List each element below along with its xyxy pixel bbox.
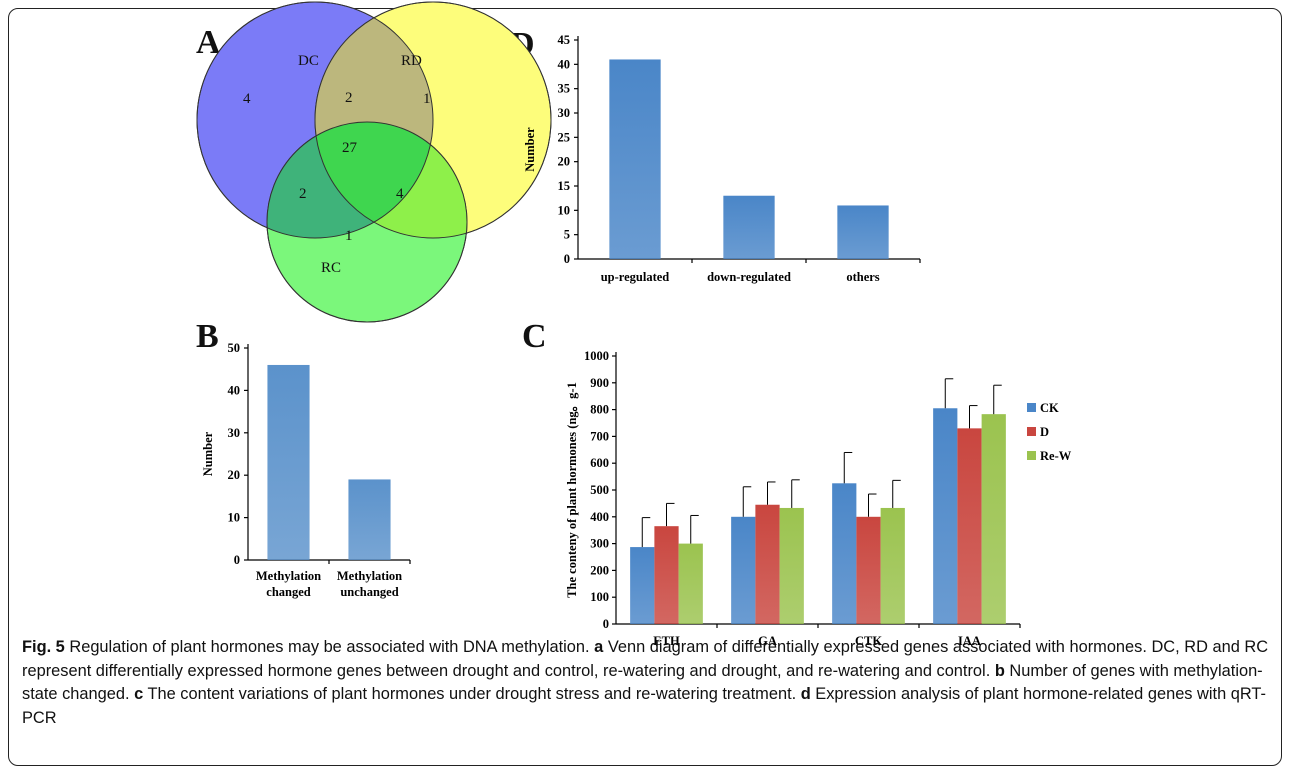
legend-swatch xyxy=(1027,427,1036,436)
y-tick-label: 10 xyxy=(228,511,241,525)
y-axis-label: The conteny of plant hormones (ng。g-1 xyxy=(565,382,579,598)
y-tick-label: 0 xyxy=(564,252,570,266)
x-tick-label: down-regulated xyxy=(707,270,791,284)
legend-label: D xyxy=(1040,425,1049,439)
y-tick-label: 100 xyxy=(590,590,609,604)
venn-diagram: DC RD RC 4 1 1 2 2 4 27 xyxy=(196,1,552,323)
y-axis-label: Number xyxy=(523,127,537,172)
panel-label-c: C xyxy=(522,318,547,355)
legend-label: Re-W xyxy=(1040,449,1072,463)
bar xyxy=(723,195,775,259)
bar xyxy=(678,543,703,624)
venn-count-rd-rc: 4 xyxy=(396,186,404,202)
bar xyxy=(981,414,1006,624)
y-tick-label: 40 xyxy=(228,383,241,397)
bar xyxy=(630,547,655,624)
legend-label: CK xyxy=(1040,401,1059,415)
venn-count-dc-rd: 2 xyxy=(345,90,353,106)
chart-c: 0 100 200 300 400 500 600 700 800 900 1000 ETH GA CTK… xyxy=(565,349,1072,648)
caption-c-text: The content variations of plant hormones… xyxy=(143,685,801,703)
x-tick-label: Methylation xyxy=(337,569,402,583)
y-tick-label: 45 xyxy=(558,33,571,47)
caption-a-text: Venn diagram of differentially expressed… xyxy=(22,638,1269,680)
y-tick-label: 30 xyxy=(228,426,241,440)
caption-fig-label: Fig. 5 xyxy=(22,638,65,656)
x-tick-label: CTK xyxy=(855,634,882,648)
bar xyxy=(779,507,804,624)
bar xyxy=(654,526,679,624)
bar xyxy=(348,479,391,560)
venn-label-rc: RC xyxy=(321,260,341,276)
y-tick-label: 30 xyxy=(558,106,571,120)
y-tick-label: 700 xyxy=(590,429,609,443)
x-tick-label: IAA xyxy=(958,634,981,648)
legend-swatch xyxy=(1027,403,1036,412)
caption-c-label: c xyxy=(134,685,144,703)
venn-label-rd: RD xyxy=(401,53,422,69)
y-tick-label: 0 xyxy=(234,553,240,567)
bar xyxy=(267,364,310,560)
x-tick-label: changed xyxy=(266,585,311,599)
y-tick-label: 1000 xyxy=(584,349,609,363)
chart-b: 0 10 20 30 40 50 Methylation changed Methylation… xyxy=(201,341,411,599)
caption-a-label: a xyxy=(594,638,604,656)
venn-count-rd-only: 1 xyxy=(423,91,431,107)
bar xyxy=(755,504,780,624)
bar xyxy=(837,205,889,259)
y-tick-label: 50 xyxy=(228,341,241,355)
bar xyxy=(609,59,661,259)
bar xyxy=(856,516,881,624)
figure-caption: Fig. 5 Regulation of plant hormones may … xyxy=(22,636,1272,730)
x-tick-label: ETH xyxy=(653,634,680,648)
y-tick-label: 300 xyxy=(590,537,609,551)
venn-count-all: 27 xyxy=(342,140,358,156)
x-tick-label: unchanged xyxy=(340,585,398,599)
panel-label-b: B xyxy=(196,318,219,355)
caption-d-text: Expression analysis of plant hormone-rel… xyxy=(22,685,1266,727)
y-tick-label: 600 xyxy=(590,456,609,470)
y-tick-label: 5 xyxy=(564,228,570,242)
bar xyxy=(832,483,857,624)
panel-label-a: A xyxy=(196,24,221,61)
venn-label-dc: DC xyxy=(298,53,319,69)
bar xyxy=(933,408,958,624)
x-tick-label: GA xyxy=(758,634,777,648)
y-tick-label: 25 xyxy=(558,130,571,144)
y-tick-label: 40 xyxy=(558,57,571,71)
chart-d: 0 5 10 15 20 25 30 35 40 45 up-regulated down-regul… xyxy=(523,33,921,284)
x-tick-label: others xyxy=(846,270,879,284)
y-tick-label: 500 xyxy=(590,483,609,497)
y-tick-label: 35 xyxy=(558,82,571,96)
y-tick-label: 400 xyxy=(590,510,609,524)
y-axis-label: Number xyxy=(201,431,215,476)
caption-b-text: Number of genes with methylation-state c… xyxy=(22,661,1263,704)
x-tick-label: Methylation xyxy=(256,569,321,583)
x-tick-label: up-regulated xyxy=(601,270,670,284)
bar xyxy=(880,507,905,624)
y-tick-label: 15 xyxy=(558,179,571,193)
y-tick-label: 800 xyxy=(590,403,609,417)
bar xyxy=(731,516,756,624)
y-tick-label: 10 xyxy=(558,203,571,217)
figure-frame xyxy=(8,8,1282,766)
y-tick-label: 900 xyxy=(590,376,609,390)
legend-swatch xyxy=(1027,451,1036,460)
y-tick-label: 0 xyxy=(603,617,609,631)
y-tick-label: 20 xyxy=(558,155,571,169)
y-tick-label: 20 xyxy=(228,468,241,482)
caption-text: Regulation of plant hormones may be asso… xyxy=(64,638,595,656)
y-tick-label: 200 xyxy=(590,563,609,577)
caption-b-label: b xyxy=(994,661,1005,680)
bar xyxy=(957,428,982,624)
venn-count-rc-only: 1 xyxy=(345,228,353,244)
venn-count-dc-only: 4 xyxy=(243,91,251,107)
venn-count-dc-rc: 2 xyxy=(299,186,307,202)
caption-d-label: d xyxy=(800,685,811,703)
